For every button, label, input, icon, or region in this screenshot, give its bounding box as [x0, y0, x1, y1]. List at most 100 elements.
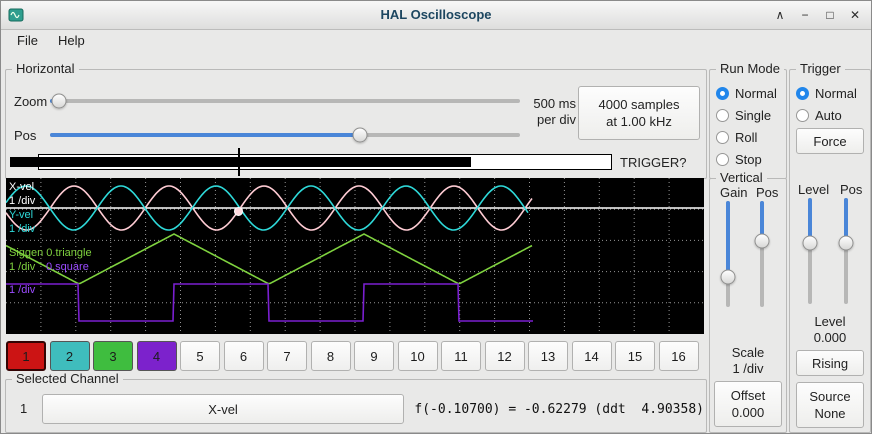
radio-label: Normal	[815, 85, 857, 101]
zoom-slider-handle[interactable]	[51, 93, 67, 109]
radio-icon	[716, 152, 729, 166]
trigger-source-label: Source	[809, 389, 851, 404]
radio-icon	[796, 86, 809, 100]
pos-slider-handle[interactable]	[352, 127, 368, 143]
trigger-pos-trough	[844, 198, 848, 304]
trigger-pos-header: Pos	[840, 182, 863, 197]
vertical-pos-trough	[760, 201, 764, 307]
vertical-offset-label: Offset	[730, 388, 766, 403]
trigger-level-handle[interactable]	[802, 235, 818, 251]
record-bar-left-stub	[10, 157, 38, 167]
radio-label: Single	[735, 107, 772, 123]
channel-button-9[interactable]: 9	[354, 341, 394, 371]
pos-slider-trough	[50, 133, 520, 137]
vertical-group-title: Vertical	[716, 170, 767, 185]
channel-button-14[interactable]: 14	[571, 341, 612, 371]
shade-button[interactable]: ∧	[775, 8, 785, 22]
trigger-source-value: None	[814, 406, 846, 421]
vertical-pos-fill	[760, 201, 764, 242]
minimize-button[interactable]: −	[801, 8, 809, 22]
scope-label-3: 1 /div	[9, 223, 36, 235]
run-mode-roll-radio[interactable]: Roll	[716, 126, 777, 148]
channel-button-16[interactable]: 16	[658, 341, 699, 371]
force-trigger-button[interactable]: Force	[796, 128, 864, 154]
scope-label-7: 1 /div	[9, 284, 36, 296]
run-mode-normal-radio[interactable]: Normal	[716, 82, 777, 104]
zoom-slider[interactable]	[50, 92, 520, 110]
horizontal-group: Horizontal Zoom 500 ms per div 4000 samp…	[5, 61, 707, 179]
vertical-pos-handle[interactable]	[754, 233, 770, 249]
radio-icon	[716, 86, 729, 100]
samples-rate-button[interactable]: 4000 samples at 1.00 kHz	[578, 86, 700, 140]
trigger-pos-fill	[844, 198, 848, 243]
channel-button-6[interactable]: 6	[223, 341, 264, 371]
vertical-gain-slider[interactable]	[720, 201, 736, 307]
y-vel-trace	[6, 185, 529, 231]
channel-button-7[interactable]: 7	[267, 341, 307, 371]
radio-label: Stop	[735, 151, 762, 167]
channel-button-5[interactable]: 5	[180, 341, 220, 371]
trigger-position-marker[interactable]	[238, 148, 240, 176]
channel-button-1[interactable]: 1	[6, 341, 46, 371]
scope-display[interactable]: X-vel 1 /div Y-vel 1 /div Siggen 0.triangle 1…	[6, 178, 704, 334]
trigger-group: Trigger Normal Auto Force Level Pos Level…	[789, 61, 871, 433]
horizontal-group-title: Horizontal	[12, 61, 79, 76]
channel-button-15[interactable]: 15	[615, 341, 655, 371]
channel-button-12[interactable]: 12	[484, 341, 525, 371]
run-mode-stop-radio[interactable]: Stop	[716, 148, 777, 170]
scope-label-5: 1 /div	[9, 261, 36, 273]
menu-help[interactable]: Help	[57, 33, 85, 48]
scope-label-2: Y-vel	[9, 209, 34, 221]
trigger-level-fill	[808, 198, 812, 243]
zoom-slider-trough	[50, 99, 520, 103]
app-icon	[8, 7, 24, 23]
trigger-normal-radio[interactable]: Normal	[796, 82, 857, 104]
sample-rate-label: at 1.00 kHz	[606, 114, 672, 129]
vertical-gain-handle[interactable]	[720, 269, 736, 285]
radio-label: Roll	[735, 129, 758, 145]
zoom-label: Zoom	[14, 94, 48, 109]
selected-channel-name-button[interactable]: X-vel	[42, 394, 404, 424]
vertical-pos-slider[interactable]	[754, 201, 770, 307]
triangle-trace	[6, 233, 533, 285]
x-vel-trace	[6, 185, 533, 231]
scope-label-1: 1 /div	[9, 195, 36, 207]
vertical-scale-caption: Scale	[731, 345, 765, 360]
channel-button-11[interactable]: 11	[441, 341, 481, 371]
trigger-point-marker	[233, 206, 243, 216]
channel-button-8[interactable]: 8	[310, 341, 351, 371]
run-mode-group-title: Run Mode	[716, 61, 784, 76]
samples-count-label: 4000 samples	[598, 97, 680, 112]
pos-slider-fill	[50, 133, 361, 137]
radio-label: Normal	[735, 85, 777, 101]
channel-button-4[interactable]: 4	[136, 341, 177, 371]
record-filled-region	[39, 157, 471, 167]
trigger-pos-handle[interactable]	[838, 235, 854, 251]
vertical-offset-button[interactable]: Offset 0.000	[714, 381, 782, 427]
channel-button-10[interactable]: 10	[397, 341, 438, 371]
trigger-source-button[interactable]: Source None	[796, 382, 864, 428]
trigger-mode-options: Normal Auto	[796, 82, 857, 126]
channel-readout: f(-0.10700) = -0.62279 (ddt 4.90358)	[414, 401, 704, 417]
menu-file[interactable]: File	[17, 33, 38, 48]
trigger-pos-slider[interactable]	[838, 198, 854, 304]
close-button[interactable]: ✕	[849, 8, 861, 22]
radio-icon	[716, 130, 729, 144]
maximize-button[interactable]: □	[826, 8, 834, 22]
run-mode-options: Normal Single Roll Stop	[716, 82, 777, 170]
horizontal-pos-slider[interactable]	[50, 126, 520, 144]
trigger-edge-button[interactable]: Rising	[796, 350, 864, 376]
channel-buttons-row: 1 2 3 4 5 6 7 8 9 10 11 12 13 14 15 16	[6, 341, 699, 371]
vertical-pos-header: Pos	[756, 185, 779, 200]
channel-button-2[interactable]: 2	[49, 341, 90, 371]
trigger-auto-radio[interactable]: Auto	[796, 104, 857, 126]
vertical-offset-value: 0.000	[731, 405, 765, 420]
channel-button-3[interactable]: 3	[93, 341, 133, 371]
titlebar[interactable]: HAL Oscilloscope ∧ − □ ✕	[1, 1, 871, 30]
trigger-level-caption: Level	[814, 314, 846, 329]
menubar: File Help	[1, 29, 871, 55]
channel-button-13[interactable]: 13	[528, 341, 568, 371]
trigger-level-slider[interactable]	[802, 198, 818, 304]
run-mode-single-radio[interactable]: Single	[716, 104, 777, 126]
window-title: HAL Oscilloscope	[380, 7, 492, 22]
